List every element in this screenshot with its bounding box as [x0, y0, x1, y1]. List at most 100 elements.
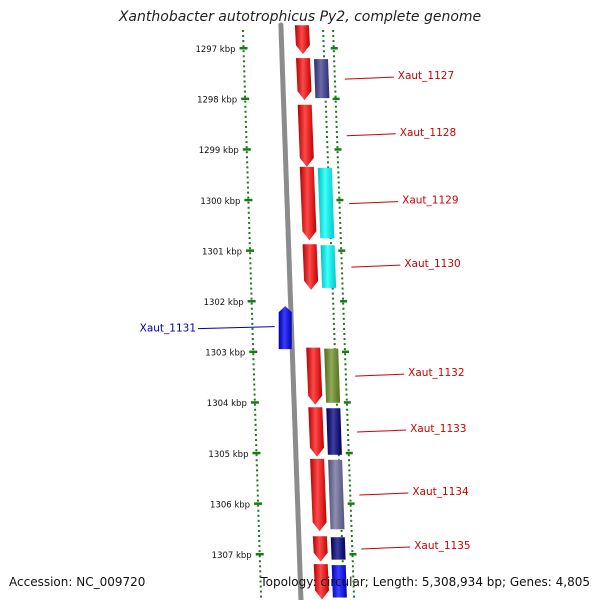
- inner-ring-dot: [326, 136, 329, 139]
- gene-label[interactable]: Xaut_1130: [404, 258, 460, 270]
- ruler-dot: [256, 494, 259, 497]
- outer-ring-dot: [353, 595, 356, 598]
- gene-arrow[interactable]: [296, 58, 312, 101]
- gene-xaut_1129[interactable]: [299, 166, 335, 241]
- ruler-dot: [247, 216, 250, 219]
- inner-ring-dot: [327, 166, 330, 169]
- scale-tick: [255, 553, 264, 556]
- gene-xaut_1127[interactable]: [296, 58, 330, 101]
- ruler-dot: [242, 60, 245, 63]
- outer-ring-dot: [336, 151, 339, 154]
- gene-xaut_1133[interactable]: [308, 407, 342, 457]
- scale-tick: [247, 300, 256, 303]
- outer-ring-dot: [339, 242, 342, 245]
- outer-ring-dot: [344, 353, 347, 356]
- gene-leader-line: [357, 429, 407, 433]
- outer-ring-dot: [352, 570, 355, 573]
- gene-arrow[interactable]: [299, 166, 317, 241]
- gene-xaut_1128[interactable]: [297, 104, 314, 167]
- gene-arrow[interactable]: [302, 244, 319, 290]
- gene-label[interactable]: Xaut_1127: [398, 70, 454, 82]
- outer-ring-dot: [347, 449, 350, 452]
- ruler-dot: [252, 348, 255, 351]
- gene-xaut_1131[interactable]: [278, 306, 292, 350]
- outer-ring-dot: [340, 267, 343, 270]
- outer-ring-dot: [335, 110, 338, 113]
- ruler-dot: [255, 444, 258, 447]
- scale-tick: [250, 401, 259, 404]
- gene-arrow[interactable]: [306, 347, 323, 405]
- scale-tick-label: 1305 kbp: [208, 450, 248, 460]
- scale-tick-label: 1306 kbp: [210, 500, 250, 510]
- ruler-dot: [247, 211, 250, 214]
- outer-ring-dot: [336, 136, 339, 139]
- ruler-dot: [253, 388, 256, 391]
- inner-ring-dot: [331, 292, 334, 295]
- outer-ring-dot: [344, 368, 347, 371]
- gene-arrow[interactable]: [313, 564, 329, 600]
- gene-arrow[interactable]: [297, 104, 314, 167]
- inner-ring-dot: [335, 403, 338, 406]
- gene-xaut_1135[interactable]: [312, 536, 346, 562]
- gene-arrow[interactable]: [312, 536, 328, 562]
- inner-ring-dot: [325, 131, 328, 133]
- scale-tick-label: 1299 kbp: [199, 146, 239, 156]
- inner-ring-dot: [326, 161, 329, 164]
- ruler-dot: [245, 141, 248, 144]
- outer-ring-dot: [345, 393, 348, 396]
- ring-tick: [349, 553, 357, 556]
- ruler-dot: [247, 206, 250, 209]
- ruler-dot: [250, 282, 253, 285]
- outer-ring-dot: [350, 524, 353, 527]
- ruler-dot: [259, 585, 262, 588]
- gene-arrow[interactable]: [308, 407, 324, 457]
- outer-ring-dot: [345, 378, 348, 381]
- gene-xaut_1130[interactable]: [302, 244, 337, 290]
- ruler-dot: [246, 161, 249, 164]
- ruler-dot: [248, 232, 251, 234]
- scale-tick: [249, 350, 258, 354]
- gene-xaut_1132[interactable]: [306, 347, 341, 405]
- outer-ring-dot: [352, 590, 355, 593]
- ruler-dot: [259, 575, 262, 578]
- outer-ring-dot: [332, 30, 335, 32]
- gene-arrow[interactable]: [294, 25, 310, 55]
- gene-label[interactable]: Xaut_1135: [414, 540, 470, 552]
- ruler-dot: [257, 509, 260, 512]
- genome-title: Xanthobacter autotrophicus Py2, complete…: [118, 9, 482, 25]
- gene-label[interactable]: Xaut_1133: [410, 423, 466, 435]
- scale-tick-label: 1303 kbp: [205, 349, 245, 359]
- ruler-dot: [242, 50, 245, 53]
- scale-tick-label: 1304 kbp: [207, 399, 247, 409]
- outer-ring-dot: [342, 312, 345, 315]
- ruler-dot: [248, 242, 251, 245]
- inner-ring-dot: [332, 307, 335, 310]
- outer-ring-dot: [338, 196, 341, 199]
- ruler-dot: [255, 464, 258, 467]
- gene-label[interactable]: Xaut_1134: [412, 486, 469, 498]
- outer-ring-dot: [349, 509, 352, 512]
- ruler-dot: [256, 474, 259, 477]
- outer-ring-dot: [342, 297, 345, 300]
- inner-ring-dot: [332, 312, 335, 315]
- gene-label[interactable]: Xaut_1131: [140, 323, 196, 335]
- ruler-dot: [246, 166, 249, 169]
- ruler-dot: [249, 267, 252, 270]
- outer-ring-dot: [345, 388, 348, 391]
- gene-xaut_1134[interactable]: [310, 458, 345, 532]
- gene-arrow[interactable]: [310, 458, 327, 532]
- gene-leader-line: [359, 492, 409, 496]
- gene-partial[interactable]: [294, 25, 310, 55]
- gene-label[interactable]: Xaut_1128: [400, 127, 456, 139]
- outer-ring-dot: [345, 403, 348, 406]
- gene-label[interactable]: Xaut_1129: [402, 195, 458, 207]
- inner-ring-dot: [333, 343, 336, 346]
- ruler-dot: [258, 555, 261, 558]
- gene-label[interactable]: Xaut_1132: [408, 367, 464, 379]
- gene-leader-line: [197, 326, 275, 330]
- outer-ring-dot: [345, 383, 348, 386]
- ruler-dot: [248, 226, 251, 229]
- gene-arrow[interactable]: [278, 306, 292, 350]
- gene-partial[interactable]: [313, 564, 347, 600]
- ruler-dot: [256, 479, 259, 482]
